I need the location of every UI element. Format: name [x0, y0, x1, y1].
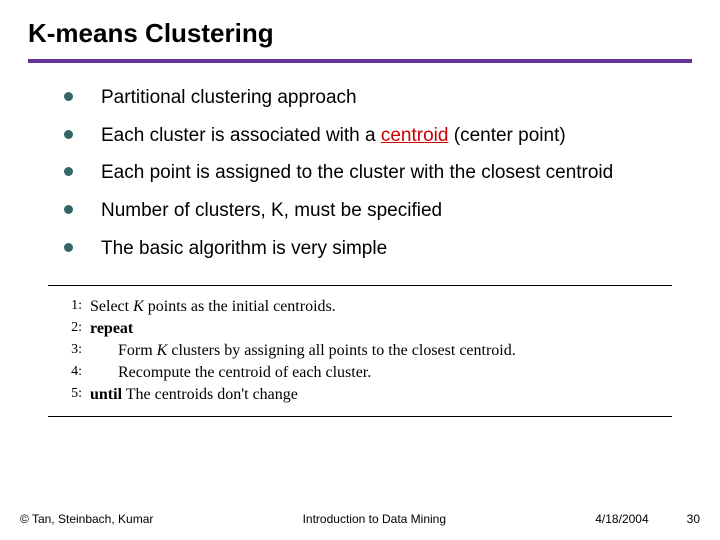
slide-title: K-means Clustering: [28, 18, 692, 49]
algorithm-line-number: 1:: [56, 298, 82, 316]
algorithm-line: 3: Form K clusters by assigning all point…: [56, 342, 672, 360]
bullet-dot-icon: [64, 243, 73, 252]
bullet-list: Partitional clustering approach Each clus…: [28, 85, 692, 261]
bullet-dot-icon: [64, 167, 73, 176]
bullet-dot-icon: [64, 205, 73, 214]
algorithm-block: 1: Select K points as the initial centroi…: [48, 285, 672, 417]
algorithm-body: 1: Select K points as the initial centroi…: [48, 286, 672, 416]
algorithm-line-text: Select K points as the initial centroids…: [90, 298, 336, 316]
algorithm-line-text: Form K clusters by assigning all points …: [90, 342, 516, 360]
bullet-item: Each point is assigned to the cluster wi…: [64, 160, 682, 186]
algorithm-line-text: Recompute the centroid of each cluster.: [90, 364, 371, 382]
footer: © Tan, Steinbach, Kumar Introduction to …: [0, 512, 720, 526]
algorithm-line: 2: repeat: [56, 320, 672, 338]
algorithm-line: 4: Recompute the centroid of each cluster…: [56, 364, 672, 382]
algorithm-line-number: 3:: [56, 342, 82, 360]
algorithm-line-text: until The centroids don't change: [90, 386, 298, 404]
bullet-dot-icon: [64, 130, 73, 139]
bullet-keyword: centroid: [381, 125, 449, 146]
algorithm-line-number: 4:: [56, 364, 82, 382]
footer-page: 30: [687, 512, 700, 526]
bullet-text: Each point is assigned to the cluster wi…: [101, 160, 613, 186]
bullet-item: Each cluster is associated with a centro…: [64, 123, 682, 149]
bullet-item: The basic algorithm is very simple: [64, 236, 682, 262]
algorithm-rule-bottom: [48, 416, 672, 417]
bullet-text: Partitional clustering approach: [101, 85, 357, 111]
bullet-text: Number of clusters, K, must be specified: [101, 198, 442, 224]
footer-center: Introduction to Data Mining: [153, 512, 595, 526]
algorithm-line-number: 5:: [56, 386, 82, 404]
algorithm-line-text: repeat: [90, 320, 133, 338]
algorithm-line: 1: Select K points as the initial centroi…: [56, 298, 672, 316]
bullet-text: The basic algorithm is very simple: [101, 236, 387, 262]
bullet-item: Number of clusters, K, must be specified: [64, 198, 682, 224]
algorithm-line: 5: until The centroids don't change: [56, 386, 672, 404]
bullet-dot-icon: [64, 92, 73, 101]
bullet-item: Partitional clustering approach: [64, 85, 682, 111]
title-rule: [28, 59, 692, 63]
bullet-text: Each cluster is associated with a centro…: [101, 123, 566, 149]
footer-date: 4/18/2004: [595, 512, 648, 526]
algorithm-line-number: 2:: [56, 320, 82, 338]
footer-copyright: © Tan, Steinbach, Kumar: [20, 512, 153, 526]
